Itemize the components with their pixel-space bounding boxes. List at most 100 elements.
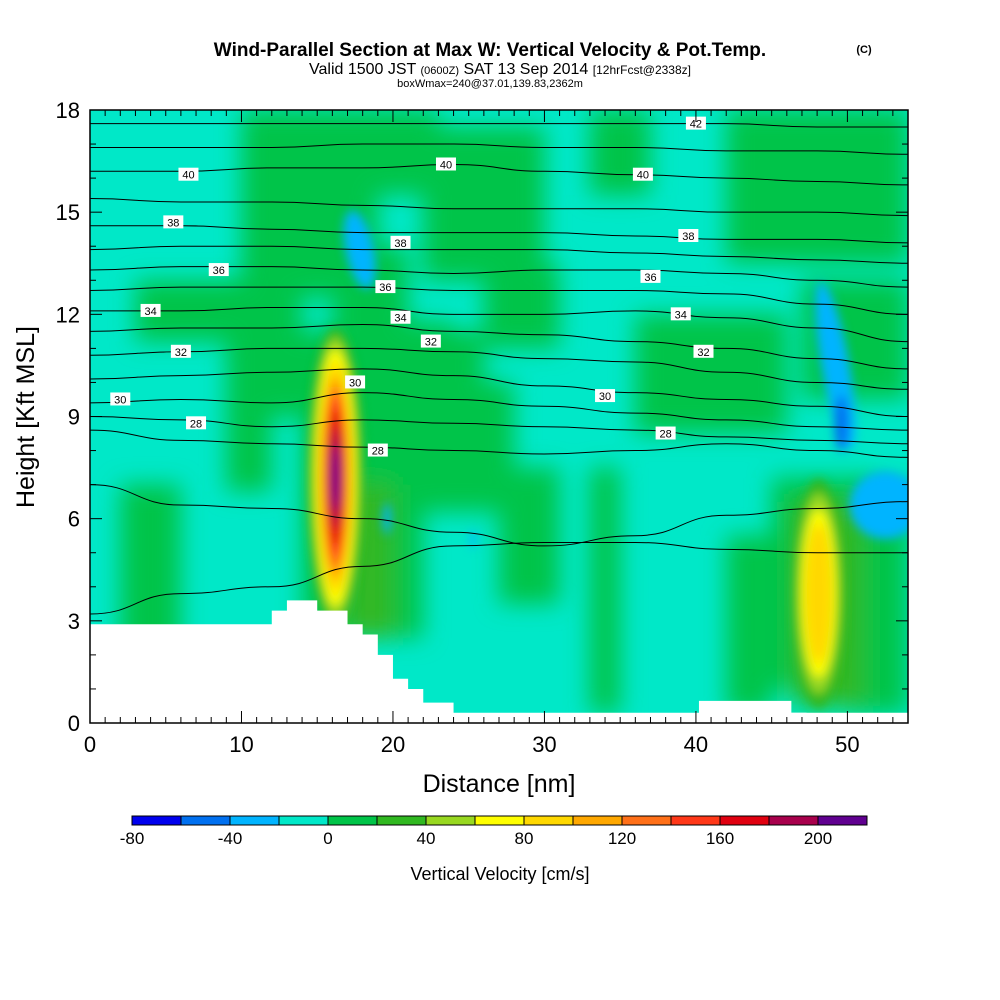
label-bg [375,280,396,294]
label-bg [640,269,661,283]
isentrope-label-text: 30 [114,394,126,406]
colorbar-swatch [426,816,476,825]
w-band [726,535,772,713]
y-tick-label: 3 [68,609,80,634]
isentrope-label: 28 [655,426,676,441]
w-band [635,314,787,434]
chart-title-mark: (C) [856,44,872,56]
subtitle-fcst: [12hrFcst@2338z] [593,63,691,77]
colorbar-swatch [230,816,280,825]
isentrope-label-text: 42 [690,119,702,131]
label-bg [678,229,699,243]
plot-area: 28 28 28 30 30 30 32 32 32 34 34 34 36 36 36 38 38 38 40 40… [90,110,908,723]
isentrope-37 [90,245,908,264]
isentrope-label: 30 [595,389,616,403]
isentrope-40 [90,163,908,186]
y-tick-label: 18 [56,98,80,123]
label-bg [345,375,366,389]
colorbar-swatch [622,816,672,825]
label-bg [435,157,456,171]
x-axis-label: Distance [nm] [423,770,576,798]
isentrope-42 [90,123,908,128]
isentrope-label: 32 [170,344,191,359]
label-bg [186,416,207,430]
isentrope-33 [90,324,908,370]
isentrope-label: 40 [178,167,199,182]
x-tick-label: 40 [684,732,708,757]
downdraft-east-lower [849,471,908,540]
isentrope-label-text: 30 [349,377,361,389]
updraft-main-shell [331,445,340,510]
y-tick-label: 6 [68,507,80,532]
isentrope-label: 34 [670,307,691,321]
w-band [589,467,621,713]
downdraft-east-core [834,395,849,452]
label-bg [595,389,616,403]
colorbar-swatch [524,816,574,825]
isentrope-label-text: 36 [644,272,656,284]
isentrope-27 [90,484,908,547]
label-bg [208,263,229,277]
isentrope-label: 28 [186,416,207,430]
subtitle-date: SAT 13 Sep 2014 [463,61,588,78]
colorbar-swatch [132,816,182,825]
isentrope-38 [90,225,908,244]
isentrope-label: 40 [435,157,456,171]
label-bg [685,116,706,130]
x-tick-label: 30 [532,732,556,757]
isentrope-28 [90,429,908,458]
y-tick-label: 9 [68,405,80,430]
colorbar-swatch [279,816,329,825]
colorbar-swatch [377,816,427,825]
w-band [726,110,908,264]
isentrope-26 [90,542,908,615]
isentrope-label-text: 28 [660,429,672,441]
isentrope-label: 36 [208,263,229,277]
isentrope-label: 32 [420,334,441,349]
w-band [226,365,272,492]
colorbar-swatch [475,816,525,825]
isentrope-label: 30 [110,392,131,406]
colorbar-tick-label: 160 [706,829,734,848]
colorbar-swatch [181,816,231,825]
colorbar-tick-label: 0 [323,829,332,848]
isentrope-32 [90,347,908,390]
isentrope-label-text: 28 [190,418,202,430]
label-bg [140,303,161,317]
subtitle-valid: Valid 1500 JST [309,61,417,78]
isentrope-label: 36 [640,269,661,284]
label-bg [170,344,191,358]
colorbar-swatch [818,816,868,825]
isentrope-39 [90,198,908,217]
label-bg [390,310,411,324]
updraft-east-shell [805,523,832,664]
isentrope-label-text: 28 [372,446,384,458]
label-bg [390,235,411,249]
isentrope-label: 34 [140,303,161,318]
w-band [483,263,560,349]
label-bg [670,307,691,321]
y-tick-label: 12 [56,302,80,327]
colorbar-swatch [671,816,721,825]
label-bg [655,426,676,440]
y-tick-label: 0 [68,711,80,736]
isentrope-label-text: 38 [167,217,179,229]
y-axis-label: Height [Kft MSL] [12,326,40,508]
colorbar-swatch [573,816,623,825]
downdraft-small [470,530,477,549]
downdraft-small [382,502,391,535]
w-cores [307,210,908,709]
isentrope-label-text: 32 [697,347,709,359]
isentrope-label-text: 32 [175,347,187,359]
isentrope-label-text: 36 [379,282,391,294]
y-tick-label: 15 [56,200,80,225]
x-tick-labels: 0 10 20 30 40 50 [84,732,860,757]
subtitle-utc: (0600Z) [420,65,459,77]
colorbar [131,815,868,826]
chart-subtitle-box: boxWmax=240@37.01,139.83,2362m [397,78,583,90]
isentrope-labels: 28 28 28 30 30 30 32 32 32 34 34 34 36 36 36 38 38 38 40 40… [110,116,714,458]
isentrope-label-text: 34 [675,309,687,321]
isentrope-contours [90,123,908,615]
x-tick-label: 0 [84,732,96,757]
x-tick-label: 10 [229,732,253,757]
